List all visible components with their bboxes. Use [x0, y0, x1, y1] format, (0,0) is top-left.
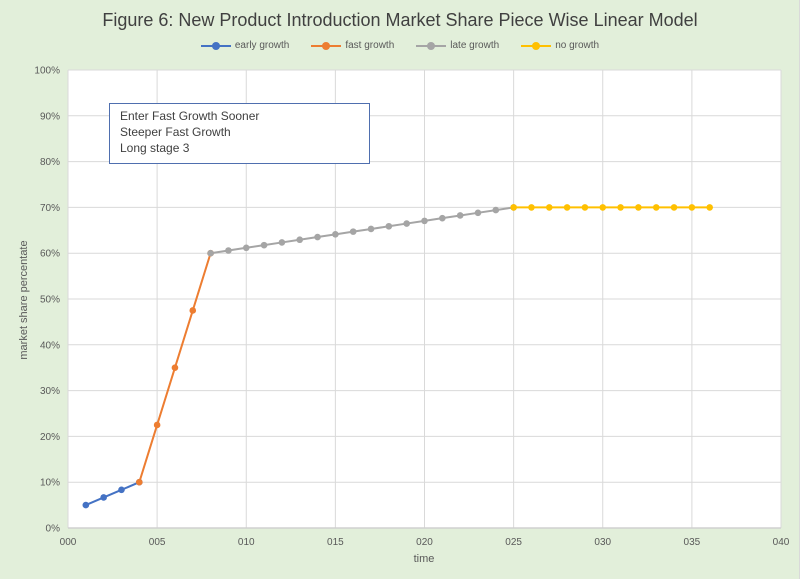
data-point[interactable]: [207, 249, 214, 257]
legend-item-no-growth[interactable]: no growth: [521, 40, 599, 51]
data-point[interactable]: [599, 204, 607, 211]
data-point[interactable]: [581, 204, 589, 211]
y-tick-label: 0%: [46, 524, 61, 535]
data-point[interactable]: [118, 486, 125, 494]
y-tick-label: 30%: [40, 386, 60, 397]
legend-marker-icon: [311, 41, 342, 50]
legend-label: fast growth: [345, 40, 395, 51]
chart-title: Figure 6: New Product Introduction Marke…: [102, 10, 698, 30]
data-point[interactable]: [260, 241, 268, 249]
x-tick-label: 025: [505, 537, 522, 548]
y-tick-label: 100%: [34, 66, 60, 77]
legend-label: late growth: [450, 40, 500, 51]
x-tick-label: 005: [149, 537, 166, 548]
data-point[interactable]: [545, 204, 553, 211]
data-point[interactable]: [439, 214, 446, 222]
legend-item-late-growth[interactable]: late growth: [416, 40, 499, 51]
data-point[interactable]: [136, 478, 143, 486]
legend-label: no growth: [555, 40, 600, 51]
data-point[interactable]: [617, 204, 624, 211]
data-point[interactable]: [153, 421, 161, 429]
data-point[interactable]: [171, 364, 179, 372]
data-point[interactable]: [314, 233, 321, 241]
data-point[interactable]: [189, 307, 197, 314]
data-point[interactable]: [296, 236, 304, 244]
data-point[interactable]: [225, 247, 232, 254]
x-tick-label: 035: [684, 537, 701, 548]
data-point[interactable]: [421, 217, 428, 225]
data-point[interactable]: [82, 501, 90, 509]
legend-marker-icon: [200, 41, 231, 50]
data-point[interactable]: [367, 225, 375, 233]
x-tick-label: 015: [327, 537, 344, 548]
legend-item-fast-growth[interactable]: fast growth: [311, 40, 394, 51]
series-line: [85, 481, 140, 507]
y-tick-label: 60%: [40, 249, 60, 260]
data-point[interactable]: [349, 228, 357, 235]
annotation-line: Long stage 3: [120, 141, 190, 155]
legend-marker-icon: [416, 41, 447, 50]
y-tick-label: 20%: [40, 432, 60, 443]
y-tick-label: 80%: [40, 157, 60, 168]
y-tick-label: 40%: [40, 340, 60, 351]
y-tick-label: 90%: [40, 111, 60, 122]
legend-label: early growth: [234, 40, 290, 51]
y-tick-label: 70%: [40, 203, 60, 214]
x-tick-label: 030: [594, 537, 611, 548]
x-tick-label: 010: [238, 537, 255, 548]
y-axis-title: market share percentate: [18, 240, 30, 360]
annotation-textbox: Enter Fast Growth Sooner Steeper Fast Gr…: [109, 103, 370, 164]
legend-item-early-growth[interactable]: early growth: [200, 40, 290, 51]
data-point[interactable]: [563, 204, 571, 211]
data-point[interactable]: [688, 204, 696, 211]
legend: early growth fast growth late growth no …: [0, 40, 800, 51]
data-point[interactable]: [474, 209, 482, 217]
data-point[interactable]: [278, 239, 286, 246]
legend-marker-icon: [521, 41, 552, 50]
x-tick-label: 000: [60, 537, 77, 548]
data-point[interactable]: [652, 204, 660, 211]
y-tick-label: 50%: [40, 295, 60, 306]
data-point[interactable]: [510, 204, 517, 211]
data-point[interactable]: [385, 222, 393, 230]
data-point[interactable]: [100, 494, 107, 501]
x-axis-title: time: [413, 553, 435, 565]
data-point[interactable]: [492, 206, 500, 214]
data-point[interactable]: [456, 212, 464, 219]
data-point[interactable]: [706, 204, 713, 211]
data-point[interactable]: [242, 244, 250, 252]
data-point[interactable]: [332, 231, 339, 238]
data-point[interactable]: [670, 204, 678, 211]
series-no-growth: [510, 204, 713, 211]
data-point[interactable]: [528, 204, 535, 211]
y-tick-label: 10%: [40, 478, 60, 489]
data-point[interactable]: [403, 220, 410, 227]
x-tick-label: 020: [416, 537, 433, 548]
annotation-line: Steeper Fast Growth: [120, 125, 231, 139]
x-tick-label: 040: [773, 537, 790, 548]
annotation-line: Enter Fast Growth Sooner: [120, 109, 260, 123]
data-point[interactable]: [635, 204, 642, 211]
